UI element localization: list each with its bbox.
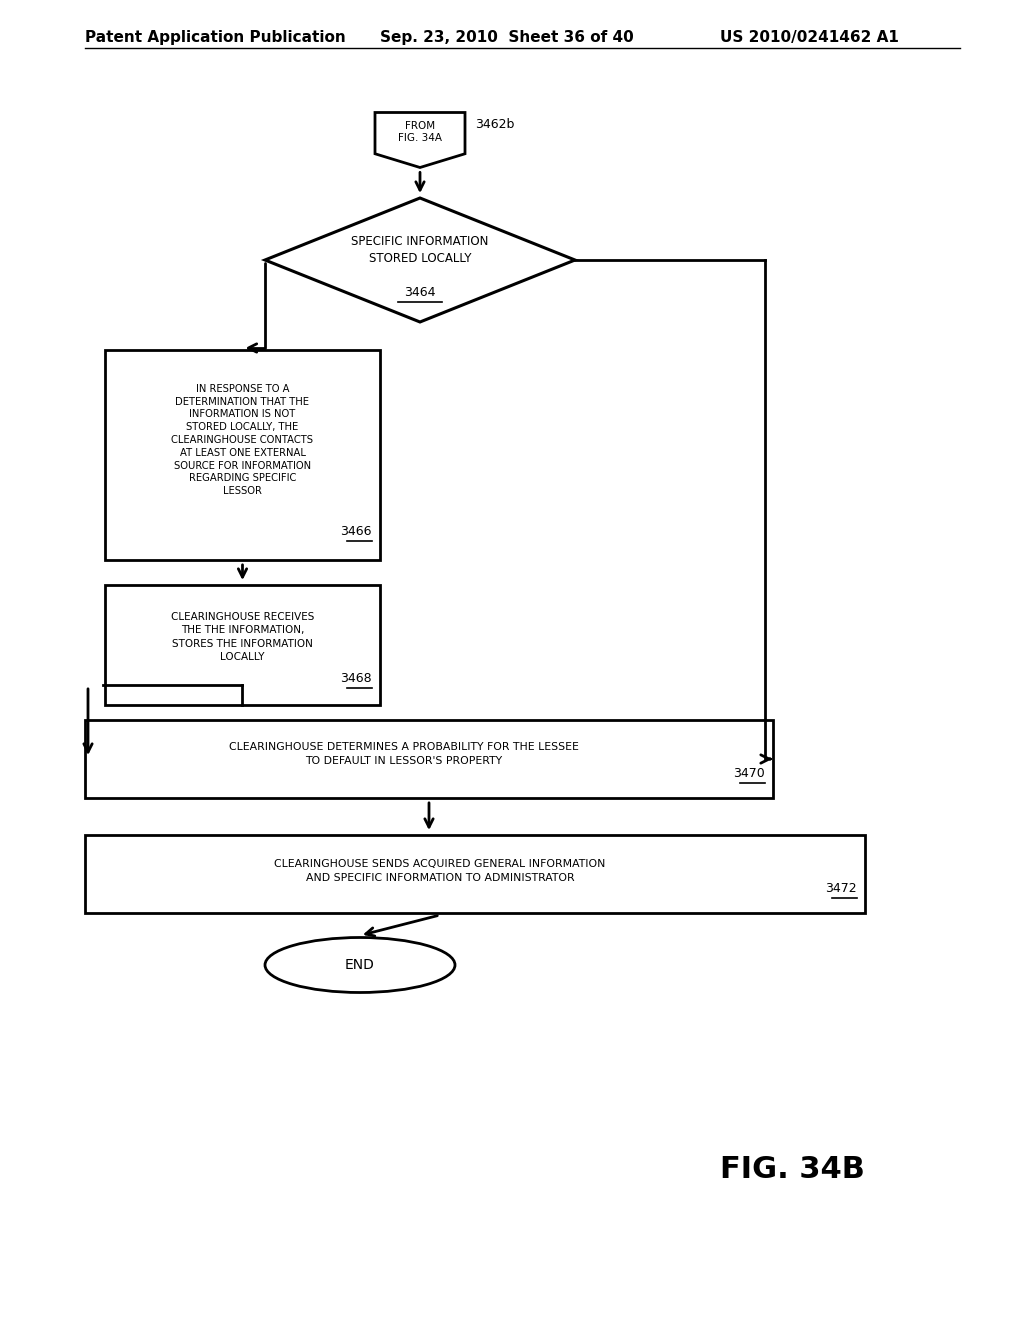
FancyBboxPatch shape [85, 836, 865, 913]
Text: 3468: 3468 [340, 672, 372, 685]
Text: CLEARINGHOUSE DETERMINES A PROBABILITY FOR THE LESSEE
TO DEFAULT IN LESSOR'S PRO: CLEARINGHOUSE DETERMINES A PROBABILITY F… [229, 742, 579, 766]
Text: CLEARINGHOUSE RECEIVES
THE THE INFORMATION,
STORES THE INFORMATION
LOCALLY: CLEARINGHOUSE RECEIVES THE THE INFORMATI… [171, 612, 314, 661]
FancyBboxPatch shape [105, 585, 380, 705]
FancyBboxPatch shape [105, 350, 380, 560]
Text: 3472: 3472 [825, 882, 857, 895]
Text: 3464: 3464 [404, 285, 436, 298]
Text: 3470: 3470 [733, 767, 765, 780]
Text: US 2010/0241462 A1: US 2010/0241462 A1 [720, 30, 899, 45]
Text: FIG. 34B: FIG. 34B [720, 1155, 865, 1184]
Text: IN RESPONSE TO A
DETERMINATION THAT THE
INFORMATION IS NOT
STORED LOCALLY, THE
C: IN RESPONSE TO A DETERMINATION THAT THE … [171, 384, 313, 496]
Text: 3462b: 3462b [475, 117, 514, 131]
Text: Patent Application Publication: Patent Application Publication [85, 30, 346, 45]
Text: SPECIFIC INFORMATION
STORED LOCALLY: SPECIFIC INFORMATION STORED LOCALLY [351, 235, 488, 265]
Text: END: END [345, 958, 375, 972]
Text: Sep. 23, 2010  Sheet 36 of 40: Sep. 23, 2010 Sheet 36 of 40 [380, 30, 634, 45]
FancyBboxPatch shape [85, 719, 773, 799]
Text: 3466: 3466 [341, 525, 372, 539]
Text: FROM
FIG. 34A: FROM FIG. 34A [398, 121, 442, 143]
Text: CLEARINGHOUSE SENDS ACQUIRED GENERAL INFORMATION
AND SPECIFIC INFORMATION TO ADM: CLEARINGHOUSE SENDS ACQUIRED GENERAL INF… [274, 859, 605, 883]
